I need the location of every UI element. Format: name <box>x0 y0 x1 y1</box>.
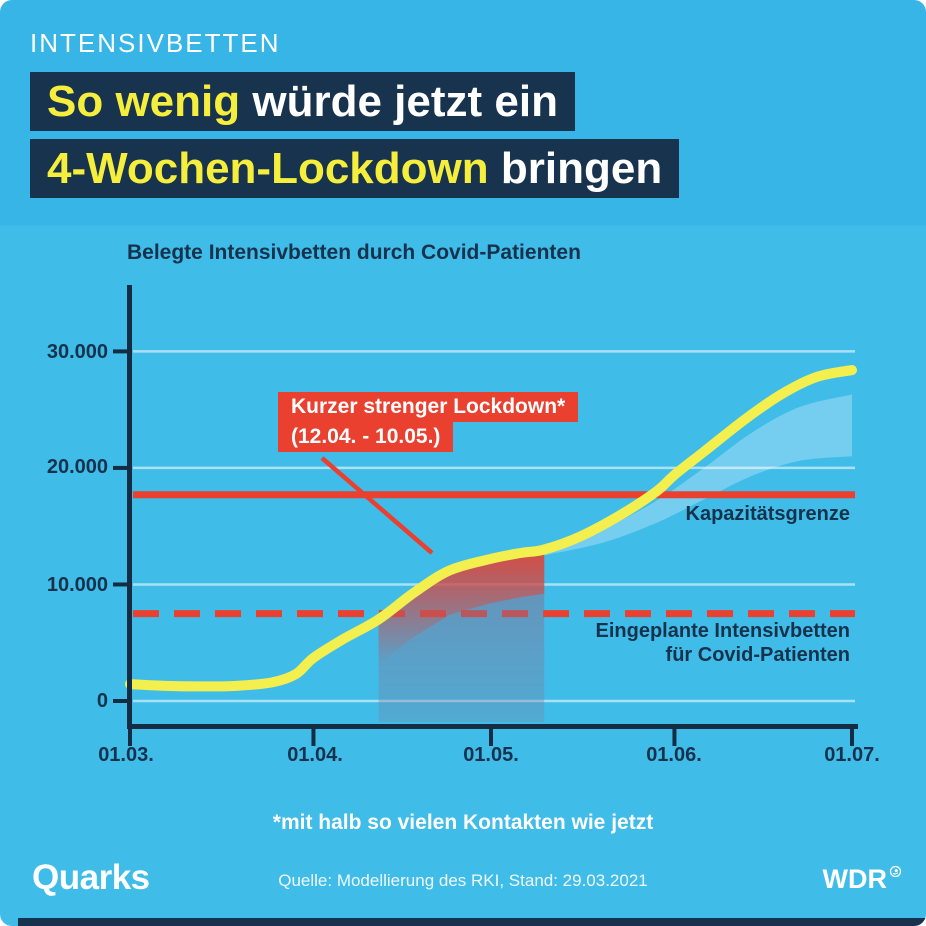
chart-title: Belegte Intensivbetten durch Covid-Patie… <box>127 241 581 264</box>
planned-beds-label-line2: für Covid-Patienten <box>665 644 850 666</box>
footnote: *mit halb so vielen Kontakten wie jetzt <box>272 811 654 834</box>
wdr-logo-text: WDR <box>822 864 887 894</box>
headline-line-2: 4-Wochen-Lockdown bringen <box>30 139 680 198</box>
x-tick-label-jul: 01.07. <box>824 744 880 766</box>
planned-beds-label: Eingeplante Intensivbetten für Covid-Pat… <box>596 619 850 667</box>
wdr-logo: WDR <box>823 864 902 895</box>
y-tick-label-10000: 10.000 <box>46 574 108 596</box>
x-tick-label-apr: 01.04. <box>287 744 343 766</box>
source-line: Quelle: Modellierung des RKI, Stand: 29.… <box>278 871 648 890</box>
x-tick-label-jun: 01.06. <box>646 744 702 766</box>
planned-beds-label-line1: Eingeplante Intensivbetten <box>595 620 850 642</box>
headline-rest-1: würde jetzt ein <box>240 77 558 126</box>
headline-rest-2: bringen <box>488 144 663 193</box>
x-tick-label-may: 01.05. <box>463 744 519 766</box>
x-tick-label-mar: 01.03. <box>98 744 154 766</box>
y-tick-label-30000: 30.000 <box>46 341 108 363</box>
wdr-registered-icon <box>889 865 902 878</box>
footer-accent-bar <box>18 918 926 926</box>
headline-line-1: So wenig würde jetzt ein <box>30 72 575 131</box>
headline-accent-2: 4-Wochen-Lockdown <box>47 144 489 193</box>
quarks-logo: Quarks <box>32 858 150 897</box>
y-tick-label-0: 0 <box>96 690 108 712</box>
lockdown-callout-line1: Kurzer strenger Lockdown* <box>278 392 579 422</box>
lockdown-callout-line2: (12.04. - 10.05.) <box>278 422 454 452</box>
kicker: INTENSIVBETTEN <box>30 28 281 58</box>
headline-accent-1: So wenig <box>47 77 241 126</box>
y-tick-label-20000: 20.000 <box>46 456 108 478</box>
lockdown-callout: Kurzer strenger Lockdown* (12.04. - 10.0… <box>278 392 579 452</box>
capacity-limit-label: Kapazitätsgrenze <box>685 503 851 525</box>
